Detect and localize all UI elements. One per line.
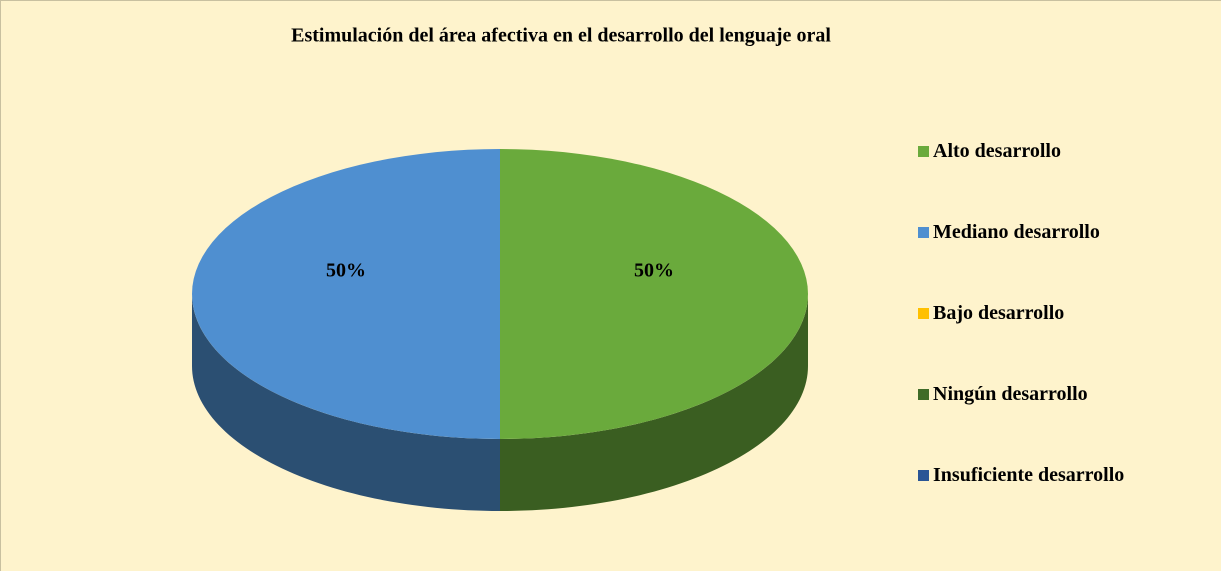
legend-swatch <box>918 389 929 400</box>
legend-swatch <box>918 470 929 481</box>
data-label: 50% <box>326 260 366 282</box>
pie-slice <box>500 149 808 439</box>
data-label: 50% <box>634 260 674 282</box>
pie-slice <box>192 149 500 439</box>
legend-swatch <box>918 227 929 238</box>
legend-label: Insuficiente desarrollo <box>933 464 1125 486</box>
chart-title: Estimulación del área afectiva en el des… <box>291 25 831 47</box>
legend-item: Mediano desarrollo <box>918 220 1218 301</box>
legend: Alto desarrollo Mediano desarrollo Bajo de… <box>918 139 1218 544</box>
legend-swatch <box>918 146 929 157</box>
legend-label: Ningún desarrollo <box>933 383 1088 405</box>
pie-side <box>500 294 808 511</box>
legend-label: Mediano desarrollo <box>933 221 1100 243</box>
legend-item: Bajo desarrollo <box>918 301 1218 382</box>
legend-label: Bajo desarrollo <box>933 302 1065 324</box>
legend-swatch <box>918 308 929 319</box>
legend-item: Ningún desarrollo <box>918 382 1218 463</box>
legend-item: Alto desarrollo <box>918 139 1218 220</box>
legend-label: Alto desarrollo <box>933 140 1061 162</box>
legend-item: Insuficiente desarrollo <box>918 463 1218 544</box>
pie-side <box>192 294 500 511</box>
